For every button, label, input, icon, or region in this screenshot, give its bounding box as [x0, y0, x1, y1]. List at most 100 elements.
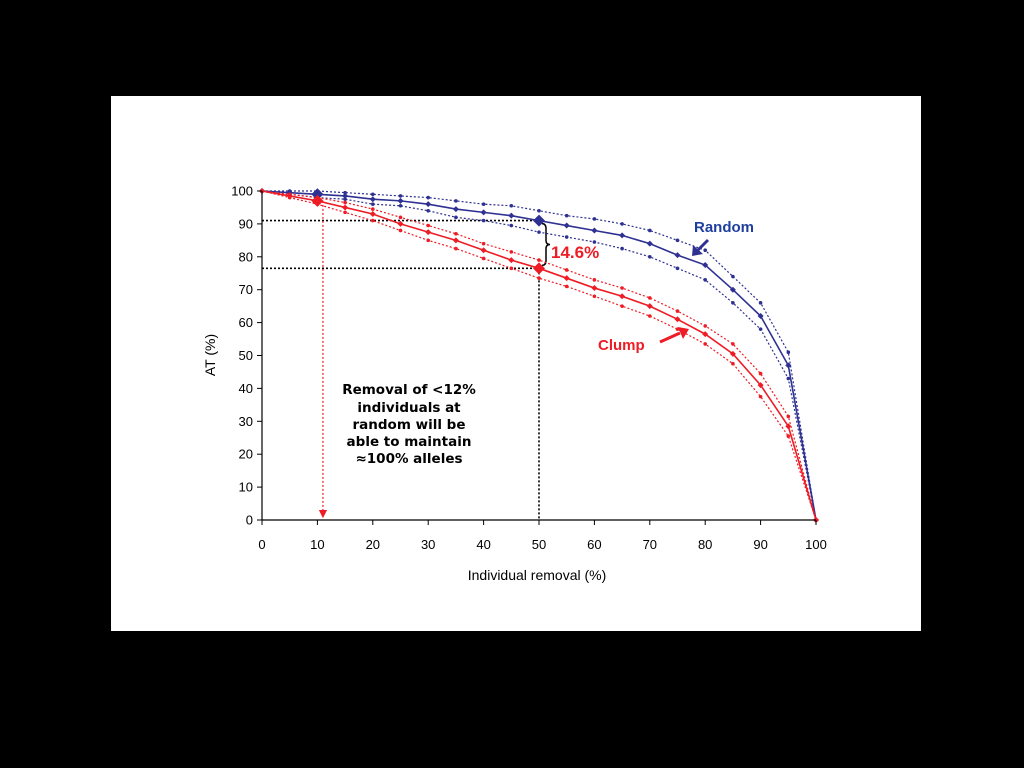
series-random-upper-point	[592, 217, 597, 221]
series-clump-point	[397, 220, 404, 227]
x-tick-label: 90	[753, 537, 767, 552]
series-random-point	[452, 206, 459, 213]
x-tick-label: 20	[366, 537, 380, 552]
x-tick-label: 30	[421, 537, 435, 552]
series-clump-upper-point	[648, 296, 652, 300]
series-clump-upper-point	[564, 268, 569, 272]
series-random-point	[757, 313, 764, 320]
y-tick-label: 10	[239, 480, 253, 495]
series-clump-point	[729, 350, 736, 357]
y-tick-label: 100	[231, 184, 253, 199]
series-random-point	[729, 286, 736, 293]
series-random-lower-point	[620, 246, 624, 251]
note-line-2: individuals at	[357, 400, 461, 416]
series-random-upper-point	[620, 222, 624, 226]
series-random-point	[563, 222, 570, 229]
series-random-lower-point	[509, 223, 514, 228]
series-clump-point	[452, 237, 459, 244]
series-random-upper-point	[758, 301, 763, 305]
series-clump-lower-point	[592, 294, 597, 299]
series-clump-lower-point	[786, 434, 791, 438]
series-clump-lower-point	[426, 238, 431, 243]
series-clump-point	[508, 257, 515, 264]
series-clump-lower-point	[648, 314, 652, 318]
series-clump-upper-point	[592, 278, 597, 282]
axes: 0 10 20 30 40 50 60 70 80 90 100 0 10 20 30 40 50 60 70 80 9…	[231, 184, 827, 553]
series-random-upper-point	[731, 274, 735, 279]
series-random-lower-point	[592, 240, 597, 244]
series-random-lower-point	[481, 218, 486, 223]
chart-panel	[111, 96, 921, 631]
series-random-lower-point	[537, 230, 541, 234]
reference-lines	[262, 200, 551, 520]
series-random-upper-point	[675, 238, 680, 243]
series-clump-lower-point	[509, 266, 514, 271]
series-random-point	[369, 196, 376, 203]
x-axis-title: Individual removal (%)	[468, 567, 607, 583]
series-random-upper-point	[371, 192, 375, 197]
series-random-point	[508, 212, 515, 219]
series-clump-point	[702, 331, 709, 338]
x-tick-label: 0	[258, 537, 265, 552]
highlight-point-random	[311, 188, 324, 201]
series-clump-upper-point	[675, 309, 680, 313]
series-clump-upper-point	[786, 414, 791, 419]
series-random-point	[425, 201, 432, 208]
series-clump-lower-bound	[261, 190, 817, 521]
series-clump-point	[674, 316, 681, 323]
series-clump-point	[286, 192, 293, 199]
x-tick-label: 40	[476, 537, 490, 552]
x-tick-label: 50	[532, 537, 546, 552]
series-clump-upper-point	[703, 324, 707, 328]
gap-brace	[541, 222, 551, 267]
series-random-lower-point	[758, 327, 763, 331]
series-clump-point	[369, 211, 376, 218]
series-random-lower-point	[371, 202, 375, 206]
series-random-lower-point	[703, 278, 707, 282]
highlight-point-clump	[533, 262, 545, 275]
series-clump-lower-point	[675, 327, 680, 331]
series-random-lower-point	[426, 208, 431, 213]
note-line-1: Removal of <12%	[342, 382, 476, 398]
x-tick-label: 80	[698, 537, 712, 552]
clump-label-arrowhead	[678, 327, 689, 339]
y-tick-label: 60	[239, 315, 253, 330]
series-clump-point	[480, 247, 487, 254]
series-random-upper-point	[648, 228, 652, 233]
note-line-4: able to maintain	[347, 434, 472, 450]
series-random-point	[342, 192, 349, 199]
series-clump-lower-point	[537, 276, 541, 280]
series-random-upper-point	[509, 204, 514, 208]
series-random-upper-point	[398, 194, 403, 198]
y-tick-label: 90	[239, 216, 253, 231]
series-clump-point	[757, 382, 764, 389]
series-random-point	[674, 252, 681, 259]
y-tick-label: 20	[239, 447, 253, 462]
series-clump-point	[425, 229, 432, 236]
series-random-upper-point	[454, 199, 458, 203]
series-random-lower-point	[343, 197, 347, 202]
series-random-point	[397, 197, 404, 204]
series-clump-lower-point	[758, 394, 763, 399]
series-clump-lower-point	[343, 210, 347, 215]
series-random-upper-point	[786, 350, 791, 355]
note-line-3: random will be	[353, 417, 466, 433]
series-clump-point	[342, 204, 349, 211]
y-tick-label: 40	[239, 381, 253, 396]
series-random-upper-point	[703, 248, 707, 253]
gap-label: 14.6%	[551, 243, 599, 262]
series-clump-lower-point	[481, 256, 486, 261]
series-clump-upper-bound	[261, 190, 817, 521]
series-clump-upper-point	[426, 223, 431, 228]
series-random-lower-point	[675, 266, 680, 271]
series-random-upper-point	[343, 190, 347, 195]
highlight-point-random	[533, 214, 545, 227]
series-random-point	[702, 262, 709, 269]
y-tick-label: 80	[239, 249, 253, 264]
series-random-point	[619, 232, 626, 239]
series-random-lower-point	[564, 235, 569, 239]
note-line-5: ≈100% alleles	[355, 451, 462, 467]
series-clump-upper-point	[454, 231, 458, 236]
y-tick-label: 30	[239, 414, 253, 429]
series-clump-upper-point	[537, 258, 541, 262]
